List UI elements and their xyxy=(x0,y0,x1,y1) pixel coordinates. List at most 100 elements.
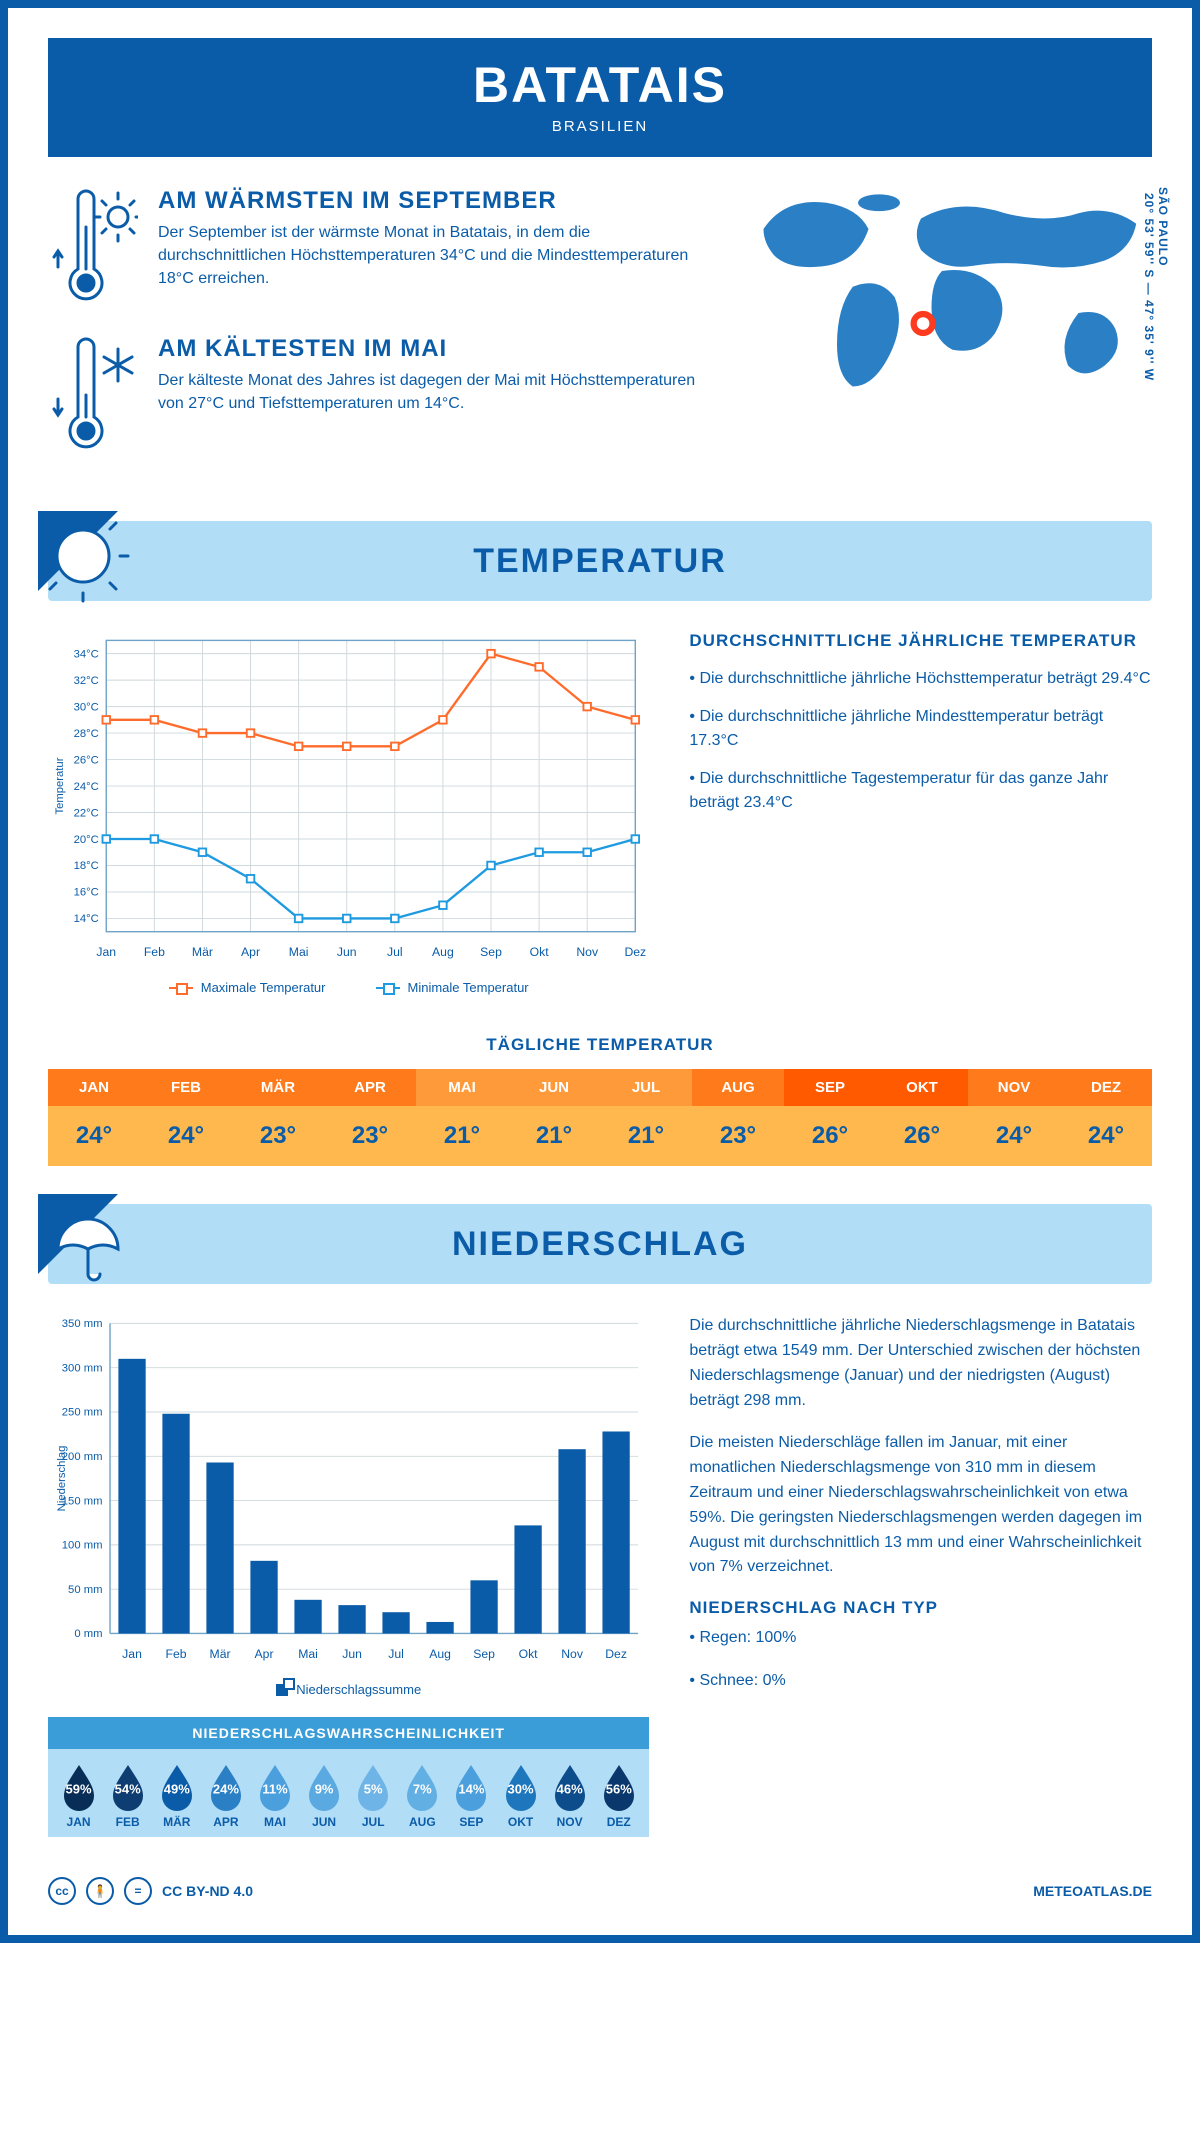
footer: cc 🧍 = CC BY-ND 4.0 METEOATLAS.DE xyxy=(48,1877,1152,1905)
raindrop-icon: 24% xyxy=(207,1763,245,1811)
avg-temp-title: DURCHSCHNITTLICHE JÄHRLICHE TEMPERATUR xyxy=(689,631,1152,651)
svg-text:Apr: Apr xyxy=(255,1647,274,1661)
city-title: BATATAIS xyxy=(48,56,1152,114)
svg-text:250 mm: 250 mm xyxy=(62,1407,103,1419)
world-map xyxy=(732,187,1152,408)
thermometer-sun-icon xyxy=(48,187,138,307)
svg-text:0 mm: 0 mm xyxy=(74,1629,102,1641)
daily-temp-values: 24°24°23°23°21°21°21°23°26°26°24°24° xyxy=(48,1106,1152,1166)
raindrop-icon: 14% xyxy=(452,1763,490,1811)
precip-title: NIEDERSCHLAG xyxy=(48,1225,1152,1264)
svg-text:Niederschlag: Niederschlag xyxy=(56,1446,68,1512)
svg-text:Jun: Jun xyxy=(337,945,357,959)
raindrop-icon: 56% xyxy=(600,1763,638,1811)
daily-temp-title: TÄGLICHE TEMPERATUR xyxy=(48,1035,1152,1055)
precip-type-title: NIEDERSCHLAG NACH TYP xyxy=(689,1598,1152,1618)
prob-cell: 30% OKT xyxy=(496,1763,545,1829)
cc-icon: cc xyxy=(48,1877,76,1905)
svg-text:Mai: Mai xyxy=(289,945,309,959)
warmest-fact: AM WÄRMSTEN IM SEPTEMBER Der September i… xyxy=(48,187,702,307)
warmest-title: AM WÄRMSTEN IM SEPTEMBER xyxy=(158,187,702,215)
svg-text:16°C: 16°C xyxy=(74,887,99,899)
raindrop-icon: 59% xyxy=(60,1763,98,1811)
prob-cell: 9% JUN xyxy=(300,1763,349,1829)
svg-text:Aug: Aug xyxy=(432,945,454,959)
svg-text:Jun: Jun xyxy=(342,1647,362,1661)
svg-text:Jan: Jan xyxy=(96,945,116,959)
svg-text:Mai: Mai xyxy=(298,1647,318,1661)
raindrop-icon: 5% xyxy=(354,1763,392,1811)
prob-row: 59% JAN 54% FEB 49% MÄR 24% APR 11% MAI xyxy=(48,1749,649,1837)
coldest-fact: AM KÄLTESTEN IM MAI Der kälteste Monat d… xyxy=(48,335,702,455)
header: BATATAIS BRASILIEN xyxy=(48,38,1152,157)
svg-text:18°C: 18°C xyxy=(74,860,99,872)
svg-text:Feb: Feb xyxy=(144,945,165,959)
svg-text:Nov: Nov xyxy=(576,945,599,959)
svg-text:Jul: Jul xyxy=(387,945,403,959)
prob-cell: 24% APR xyxy=(201,1763,250,1829)
raindrop-icon: 54% xyxy=(109,1763,147,1811)
svg-text:50 mm: 50 mm xyxy=(68,1584,102,1596)
svg-text:Sep: Sep xyxy=(480,945,502,959)
prob-cell: 11% MAI xyxy=(250,1763,299,1829)
temperature-line-chart: 14°C16°C18°C20°C22°C24°C26°C28°C30°C32°C… xyxy=(48,631,649,969)
prob-title: NIEDERSCHLAGSWAHRSCHEINLICHKEIT xyxy=(48,1717,649,1749)
precip-banner: NIEDERSCHLAG xyxy=(48,1204,1152,1284)
svg-text:26°C: 26°C xyxy=(74,754,99,766)
raindrop-icon: 30% xyxy=(502,1763,540,1811)
temperature-legend: Maximale Temperatur Minimale Temperatur xyxy=(48,980,649,995)
raindrop-icon: 46% xyxy=(551,1763,589,1811)
precip-para2: Die meisten Niederschläge fallen im Janu… xyxy=(689,1431,1152,1580)
svg-text:100 mm: 100 mm xyxy=(62,1540,103,1552)
avg-bullet: • Die durchschnittliche jährliche Höchst… xyxy=(689,667,1152,691)
raindrop-icon: 9% xyxy=(305,1763,343,1811)
svg-text:Apr: Apr xyxy=(241,945,260,959)
prob-cell: 46% NOV xyxy=(545,1763,594,1829)
svg-text:Mär: Mär xyxy=(192,945,213,959)
svg-text:Temperatur: Temperatur xyxy=(54,757,66,814)
raindrop-icon: 49% xyxy=(158,1763,196,1811)
prob-cell: 14% SEP xyxy=(447,1763,496,1829)
by-icon: 🧍 xyxy=(86,1877,114,1905)
thermometer-snow-icon xyxy=(48,335,138,455)
svg-text:350 mm: 350 mm xyxy=(62,1318,103,1330)
svg-text:24°C: 24°C xyxy=(74,781,99,793)
prob-cell: 5% JUL xyxy=(349,1763,398,1829)
prob-cell: 59% JAN xyxy=(54,1763,103,1829)
precip-para1: Die durchschnittliche jährliche Niedersc… xyxy=(689,1314,1152,1413)
svg-text:Dez: Dez xyxy=(624,945,646,959)
warmest-text: Der September ist der wärmste Monat in B… xyxy=(158,221,702,291)
svg-text:Sep: Sep xyxy=(473,1647,495,1661)
nd-icon: = xyxy=(124,1877,152,1905)
svg-text:Feb: Feb xyxy=(166,1647,187,1661)
svg-text:30°C: 30°C xyxy=(74,701,99,713)
license-text: CC BY-ND 4.0 xyxy=(162,1883,253,1899)
svg-text:14°C: 14°C xyxy=(74,913,99,925)
coldest-text: Der kälteste Monat des Jahres ist dagege… xyxy=(158,369,702,415)
svg-text:Aug: Aug xyxy=(429,1647,451,1661)
prob-cell: 54% FEB xyxy=(103,1763,152,1829)
svg-text:Dez: Dez xyxy=(605,1647,627,1661)
svg-text:20°C: 20°C xyxy=(74,834,99,846)
prob-cell: 49% MÄR xyxy=(152,1763,201,1829)
coordinates: SÃO PAULO 20° 53' 59'' S — 47° 35' 9'' W xyxy=(1142,187,1170,381)
avg-bullet: • Die durchschnittliche jährliche Mindes… xyxy=(689,705,1152,753)
svg-text:Okt: Okt xyxy=(519,1647,539,1661)
wind-icon xyxy=(0,68,8,128)
prob-cell: 56% DEZ xyxy=(594,1763,643,1829)
type-bullet: • Regen: 100% xyxy=(689,1626,1152,1651)
prob-cell: 7% AUG xyxy=(398,1763,447,1829)
raindrop-icon: 11% xyxy=(256,1763,294,1811)
temperature-banner: TEMPERATUR xyxy=(48,521,1152,601)
sun-icon xyxy=(38,511,138,611)
svg-text:34°C: 34°C xyxy=(74,648,99,660)
umbrella-icon xyxy=(38,1194,138,1294)
precip-legend: Niederschlagssumme xyxy=(48,1682,649,1697)
svg-text:Nov: Nov xyxy=(561,1647,584,1661)
wind-icon xyxy=(1192,68,1200,128)
svg-text:32°C: 32°C xyxy=(74,675,99,687)
raindrop-icon: 7% xyxy=(403,1763,441,1811)
daily-temp-header: JANFEBMÄRAPRMAIJUNJULAUGSEPOKTNOVDEZ xyxy=(48,1069,1152,1106)
svg-text:300 mm: 300 mm xyxy=(62,1363,103,1375)
avg-bullet: • Die durchschnittliche Tagestemperatur … xyxy=(689,767,1152,815)
